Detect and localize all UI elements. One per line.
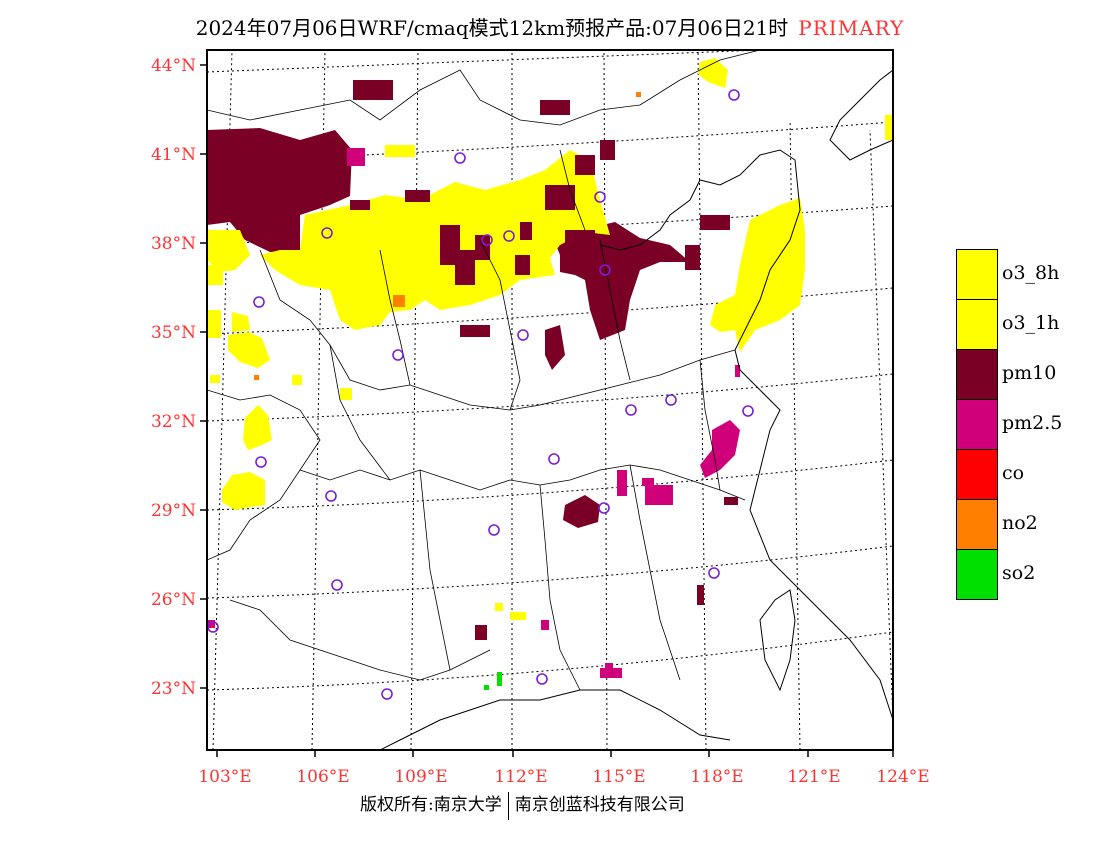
axis-ticks [200, 64, 894, 757]
legend-label: pm10 [1002, 362, 1057, 384]
lat-label-44: 44°N [151, 56, 196, 76]
so2-areas [484, 672, 502, 690]
lon-label-121: 121°E [787, 767, 840, 787]
lat-label-26: 26°N [151, 590, 196, 610]
lon-label-115: 115°E [592, 767, 645, 787]
copyright-text: 版权所有:南京大学 [360, 795, 502, 815]
lat-label-23: 23°N [151, 679, 196, 699]
title-tag: PRIMARY [798, 16, 905, 40]
latitude-gridlines [207, 50, 893, 691]
legend-label: o3_8h [1002, 262, 1060, 284]
lat-label-35: 35°N [151, 323, 196, 343]
map-title: 2024年07月06日WRF/cmaq模式12km预报产品:07月06日21时 P… [0, 12, 1100, 41]
legend-swatch [956, 349, 998, 400]
legend-label: so2 [1002, 562, 1036, 584]
province-borders [207, 50, 761, 691]
legend-label: co [1002, 462, 1025, 484]
lon-label-118: 118°E [690, 767, 743, 787]
pm10-areas [207, 80, 738, 640]
title-main: 2024年07月06日WRF/cmaq模式12km预报产品:07月06日21时 [195, 16, 789, 40]
legend-swatch [956, 249, 998, 300]
lat-label-38: 38°N [151, 234, 196, 254]
lon-label-124: 124°E [876, 767, 929, 787]
copyright-footer: 版权所有:南京大学 南京创蓝科技有限公司 [360, 790, 685, 820]
coastline [379, 69, 893, 750]
o3-areas [207, 58, 893, 620]
legend-swatch [956, 499, 998, 550]
station-markers [207, 89, 754, 700]
legend-swatch [956, 449, 998, 500]
latitude-labels: 44°N 41°N 38°N 35°N 32°N 29°N 26°N 23°N [151, 56, 196, 699]
legend-swatch [956, 399, 998, 450]
legend-item-o3-1h: o3_1h [956, 299, 1100, 350]
legend-swatch [956, 549, 998, 600]
pm10-patches [350, 155, 595, 285]
legend-item-no2: no2 [956, 499, 1100, 550]
no2-areas [254, 92, 641, 380]
legend-swatch [956, 299, 998, 350]
legend-label: pm2.5 [1002, 412, 1063, 434]
footer-divider [507, 791, 509, 820]
lat-label-41: 41°N [151, 145, 196, 165]
lon-label-103: 103°E [198, 767, 251, 787]
lat-label-29: 29°N [151, 501, 196, 521]
legend-item-pm10: pm10 [956, 349, 1100, 400]
legend-item-so2: so2 [956, 549, 1100, 600]
map-frame [206, 49, 894, 751]
lon-label-106: 106°E [296, 767, 349, 787]
lat-label-32: 32°N [151, 412, 196, 432]
lon-label-109: 109°E [394, 767, 447, 787]
legend-label: o3_1h [1002, 312, 1060, 334]
legend-label: no2 [1002, 512, 1038, 534]
longitude-labels: 103°E 106°E 109°E 112°E 115°E 118°E 121°… [198, 767, 929, 787]
legend-item-o3-8h: o3_8h [956, 249, 1100, 300]
legend-item-co: co [956, 449, 1100, 500]
company-name: 南京创蓝科技有限公司 [514, 795, 685, 815]
lon-label-112: 112°E [494, 767, 547, 787]
legend-item-pm25: pm2.5 [956, 399, 1100, 450]
pm25-areas [207, 148, 740, 678]
